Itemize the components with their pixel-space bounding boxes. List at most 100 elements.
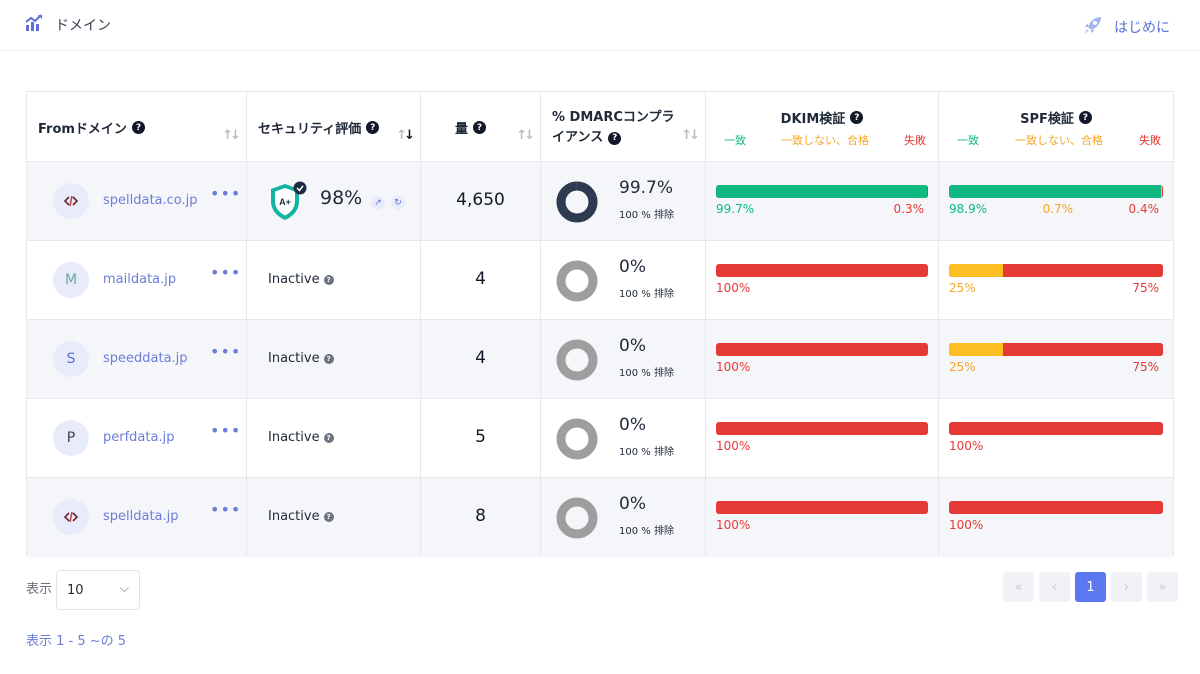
prev-page-button[interactable]: ‹ <box>1039 572 1070 602</box>
sort-icon[interactable]: ↑↓ <box>681 128 700 143</box>
dkim-bar-labels: 100% <box>716 360 924 374</box>
column-header-security[interactable]: セキュリティ評価? ↑↓ <box>247 92 421 162</box>
bar-label-last: 75% <box>1132 360 1159 374</box>
domain-link[interactable]: perfdata.jp <box>103 430 175 445</box>
avatar-letter: S <box>66 351 76 367</box>
legend-fail: 失敗 <box>1139 134 1161 147</box>
more-options-icon[interactable]: ••• <box>210 500 242 519</box>
cell-dmarc: 0% 100 % 排除 <box>541 478 706 556</box>
column-header-volume[interactable]: 量? ↑↓ <box>421 92 541 162</box>
spf-stacked-bar <box>949 264 1163 277</box>
more-options-icon[interactable]: ••• <box>210 421 242 440</box>
help-icon[interactable]: ? <box>850 111 864 124</box>
bar-segment-fail <box>1162 185 1163 198</box>
legend-match: 一致 <box>724 134 746 147</box>
refresh-icon[interactable]: ↻ <box>391 196 405 210</box>
pagination-summary: 表示 1 - 5 ~の 5 <box>26 634 127 649</box>
rocket-icon <box>1082 14 1104 40</box>
bar-label-middle: 0.7% <box>1042 202 1074 216</box>
help-icon[interactable]: ? <box>323 274 334 285</box>
code-logo-icon <box>63 193 79 209</box>
bar-segment-fail <box>949 422 1163 435</box>
spf-bar-labels: 100% <box>949 439 1159 453</box>
dkim-stacked-bar <box>716 501 928 514</box>
dmarc-percent: 99.7% <box>619 178 674 198</box>
help-icon[interactable]: ? <box>323 432 334 443</box>
getting-started-button[interactable]: はじめに <box>1082 14 1170 40</box>
bar-segment-fail <box>949 501 1163 514</box>
help-icon[interactable]: ? <box>366 121 380 134</box>
cell-dkim: 100% <box>706 320 939 398</box>
page-size-select[interactable]: 10 ⌵ <box>56 570 141 610</box>
page-size-control: 表示 10 ⌵ <box>26 570 141 610</box>
last-page-button[interactable]: » <box>1147 572 1178 602</box>
bar-segment-pass <box>949 185 1161 198</box>
spf-bar-labels: 100% <box>949 518 1159 532</box>
legend-fail: 失敗 <box>904 134 926 147</box>
spf-stacked-bar <box>949 343 1163 356</box>
domain-link[interactable]: maildata.jp <box>103 272 177 287</box>
dmarc-percent: 0% <box>619 415 646 435</box>
volume-value: 4 <box>475 269 486 289</box>
sort-icon[interactable]: ↑↓ <box>516 128 535 143</box>
dkim-bar-labels: 100% <box>716 281 924 295</box>
domain-link[interactable]: spelldata.jp <box>103 509 179 524</box>
domain-link[interactable]: speeddata.jp <box>103 351 188 366</box>
code-logo-icon <box>63 509 79 525</box>
bar-label-first: 98.9% <box>949 202 988 216</box>
help-icon[interactable]: ? <box>1078 111 1092 124</box>
avatar: M <box>53 262 89 298</box>
cell-volume: 4 <box>421 320 541 398</box>
avatar <box>53 499 89 535</box>
cell-volume: 4 <box>421 241 541 319</box>
help-icon[interactable]: ? <box>608 131 622 145</box>
cell-spf: 100% <box>939 399 1173 477</box>
bar-label-first: 100% <box>716 439 751 453</box>
next-page-button[interactable]: › <box>1111 572 1142 602</box>
column-header-from[interactable]: Fromドメイン? ↑↓ <box>27 92 247 162</box>
dmarc-donut-chart <box>556 497 598 539</box>
more-options-icon[interactable]: ••• <box>210 342 242 361</box>
double-chevron-left-icon: « <box>1014 579 1023 595</box>
first-page-button[interactable]: « <box>1003 572 1034 602</box>
cell-dmarc: 99.7% 100 % 排除 <box>541 162 706 240</box>
column-header-dkim: DKIM検証? 一致 一致しない、合格 失敗 <box>706 92 939 162</box>
help-icon[interactable]: ? <box>473 121 487 134</box>
external-link-icon[interactable]: ↗ <box>371 196 385 210</box>
dkim-bar-labels: 100% <box>716 439 924 453</box>
cell-volume: 4,650 <box>421 162 541 240</box>
security-status-text: Inactive <box>268 430 320 445</box>
more-options-icon[interactable]: ••• <box>210 184 242 203</box>
page-title: ドメイン <box>55 18 111 34</box>
column-header-dmarc[interactable]: % DMARCコンプラ イアンス? ↑↓ <box>541 92 706 162</box>
dmarc-donut-chart <box>556 339 598 381</box>
more-options-icon[interactable]: ••• <box>210 263 242 282</box>
bar-label-last: 75% <box>1132 281 1159 295</box>
help-icon[interactable]: ? <box>131 121 145 134</box>
spf-bar-labels: 25% 75% <box>949 360 1159 374</box>
bar-label-first: 100% <box>949 518 984 532</box>
dkim-stacked-bar <box>716 343 928 356</box>
dkim-bar-labels: 99.7% 0.3% <box>716 202 924 216</box>
sort-icon[interactable]: ↑↓ <box>222 128 241 143</box>
dmarc-policy: 100 % 排除 <box>619 526 674 537</box>
cell-spf: 25% 75% <box>939 320 1173 398</box>
domain-link[interactable]: spelldata.co.jp <box>103 193 198 208</box>
sort-desc-icon[interactable]: ↑↓ <box>396 128 415 143</box>
help-icon[interactable]: ? <box>323 511 334 522</box>
table-row[interactable]: spelldata.co.jp ••• A+ 98% ↗ ↻ 4,650 99.7% 100 %… <box>27 162 1173 241</box>
help-icon[interactable]: ? <box>323 353 334 364</box>
bar-label-last: 0.3% <box>893 202 925 216</box>
page-button-current[interactable]: 1 <box>1075 572 1106 602</box>
double-chevron-right-icon: » <box>1158 579 1167 595</box>
table-row[interactable]: spelldata.jp ••• Inactive? 8 0% 100 % 排除 100% 1… <box>27 478 1173 557</box>
spf-stacked-bar <box>949 185 1163 198</box>
cell-spf: 98.9% 0.7% 0.4% <box>939 162 1173 240</box>
dkim-bar-labels: 100% <box>716 518 924 532</box>
dkim-stacked-bar <box>716 264 928 277</box>
dmarc-percent: 0% <box>619 336 646 356</box>
